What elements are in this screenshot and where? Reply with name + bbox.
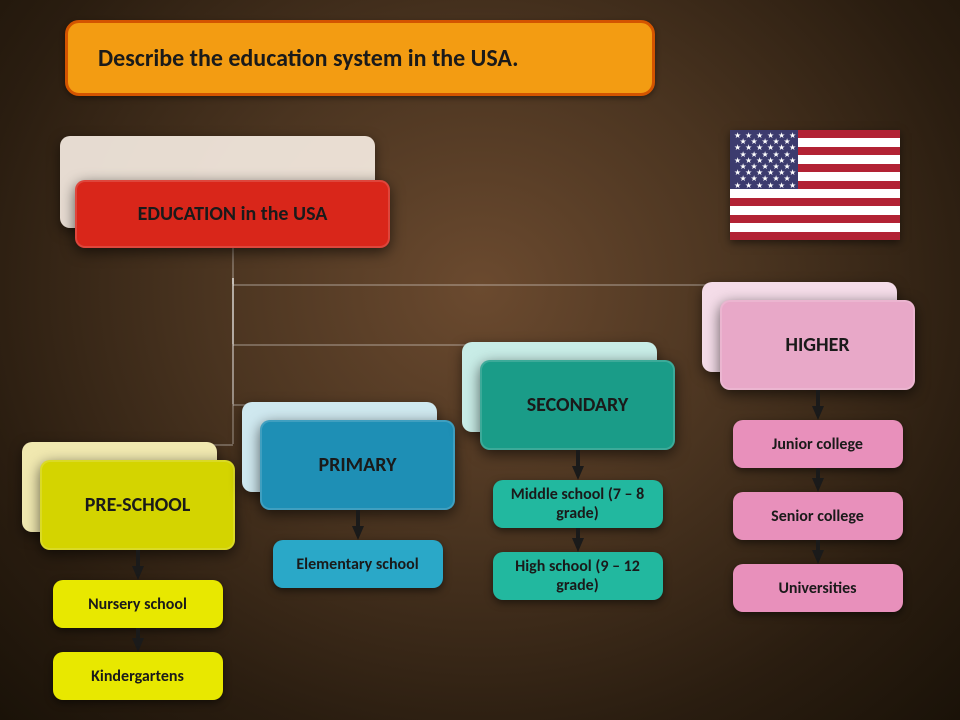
sub-secondary-0: Middle school (7 – 8 grade) bbox=[493, 480, 663, 528]
sub-primary-0: Elementary school bbox=[273, 540, 443, 588]
branch-label: HIGHER bbox=[785, 333, 849, 357]
arrow-head bbox=[572, 538, 584, 552]
title-text: Describe the education system in the USA… bbox=[98, 44, 519, 73]
arrow-head bbox=[812, 550, 824, 564]
branch-label: PRE-SCHOOL bbox=[85, 493, 191, 517]
arrow-head bbox=[812, 406, 824, 420]
sub-label: Elementary school bbox=[296, 555, 418, 574]
sub-higher-0: Junior college bbox=[733, 420, 903, 468]
sub-preschool-0: Nursery school bbox=[53, 580, 223, 628]
sub-label: Middle school (7 – 8 grade) bbox=[501, 485, 655, 523]
title-banner: Describe the education system in the USA… bbox=[65, 20, 655, 96]
arrow-head bbox=[132, 566, 144, 580]
sub-label: Junior college bbox=[772, 435, 863, 454]
sub-label: Nursery school bbox=[88, 595, 187, 614]
sub-preschool-1: Kindergartens bbox=[53, 652, 223, 700]
arrow-head bbox=[352, 526, 364, 540]
sub-secondary-1: High school (9 – 12 grade) bbox=[493, 552, 663, 600]
branch-higher: HIGHER bbox=[720, 300, 915, 390]
sub-label: Universities bbox=[778, 579, 856, 598]
sub-higher-2: Universities bbox=[733, 564, 903, 612]
branch-label: PRIMARY bbox=[318, 453, 396, 477]
arrow-head bbox=[132, 638, 144, 652]
branch-label: SECONDARY bbox=[527, 393, 629, 417]
branch-primary: PRIMARY bbox=[260, 420, 455, 510]
branch-preschool: PRE-SCHOOL bbox=[40, 460, 235, 550]
sub-label: Kindergartens bbox=[91, 667, 184, 686]
sub-label: Senior college bbox=[771, 507, 864, 526]
branch-secondary: SECONDARY bbox=[480, 360, 675, 450]
root-label: EDUCATION in the USA bbox=[138, 202, 328, 226]
root-node: EDUCATION in the USA bbox=[75, 180, 390, 248]
arrow-head bbox=[812, 478, 824, 492]
sub-label: High school (9 – 12 grade) bbox=[501, 557, 655, 595]
arrow-head bbox=[572, 466, 584, 480]
usa-flag: ★★★★★★★★★★★★★★★★★★★★★★★★★★★★★★★★★★★★★★★★… bbox=[730, 130, 900, 240]
sub-higher-1: Senior college bbox=[733, 492, 903, 540]
